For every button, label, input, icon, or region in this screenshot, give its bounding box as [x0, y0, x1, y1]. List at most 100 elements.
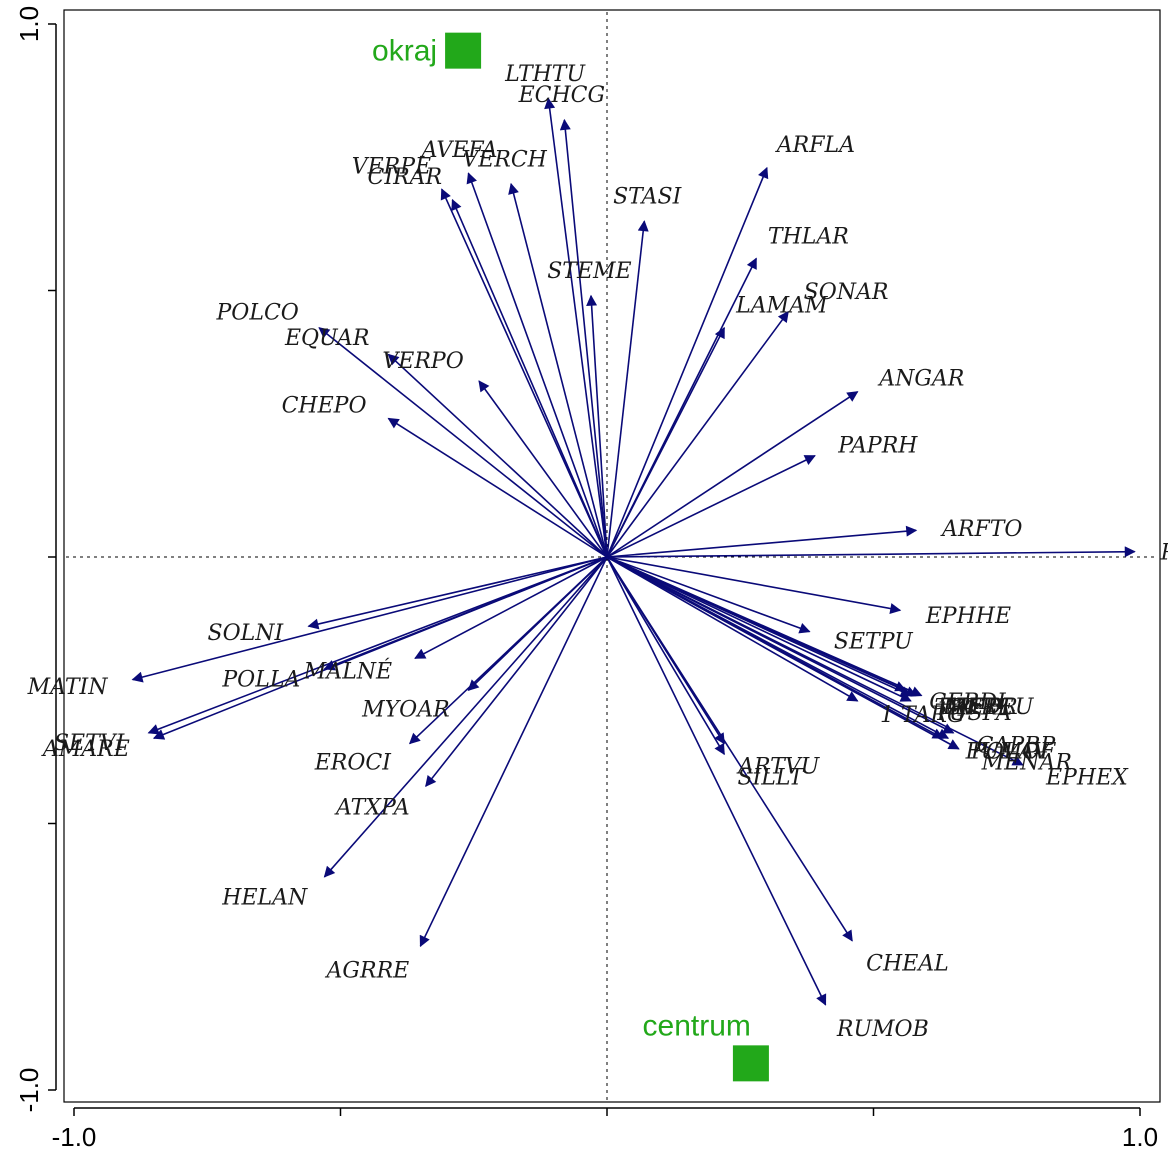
- arrow-echcg: [559, 118, 608, 558]
- arrow-polco: [318, 327, 608, 558]
- species-label-verpe: VERPE: [352, 155, 431, 180]
- species-label-gerdi: GERDI: [929, 690, 1007, 715]
- species-label-capbp: CAPBP: [977, 734, 1057, 759]
- species-label-setpu: SETPU: [834, 630, 914, 655]
- sample-markers: okraj centrum: [372, 32, 769, 1082]
- arrow-sonar: [606, 310, 789, 558]
- species-label-polpe: POLPE: [1160, 540, 1168, 565]
- arrow-lamam: [606, 326, 725, 558]
- species-label-fumof: FUMOF: [965, 740, 1056, 765]
- arrow-stasi: [606, 220, 649, 558]
- species-label-cheal: CHEAL: [866, 952, 949, 977]
- species-label-lamam: LAMAM: [735, 294, 828, 319]
- sample-label-centrum: centrum: [643, 1009, 751, 1042]
- species-label-agrre: AGRRE: [325, 959, 410, 984]
- species-label-matin: MATIN: [27, 675, 109, 700]
- species-label-arfto: ARFTO: [940, 517, 1022, 542]
- species-label-cirar: CIRAR: [368, 165, 443, 190]
- species-label-sillt: SILLT: [738, 766, 806, 791]
- arrow-sillt: [606, 556, 725, 756]
- species-arrows: [131, 97, 1136, 1006]
- species-label-helan: HELAN: [221, 885, 308, 910]
- species-label-equar: EQUAR: [284, 326, 369, 351]
- species-label-steme: STEME: [547, 259, 631, 284]
- arrow-atxpa: [425, 556, 608, 788]
- arrow-solni: [307, 556, 608, 630]
- plot-frame: [63, 9, 1161, 1103]
- arrow-setvi: [147, 556, 608, 735]
- species-label-amare: AMARE: [41, 737, 130, 762]
- species-label-verpo: VERPO: [382, 349, 463, 374]
- arrow-verch: [508, 182, 608, 558]
- arrow-avefa: [466, 172, 608, 558]
- species-label-solni: SOLNI: [208, 621, 285, 646]
- y-tick-label: -1.0: [14, 1068, 44, 1113]
- species-label-paprh: PAPRH: [837, 433, 918, 458]
- species-label-malne: MALNÉ: [303, 657, 392, 684]
- species-label-echcg: ECHCG: [518, 83, 606, 108]
- species-label-trfpr: TRFPR: [940, 695, 1018, 720]
- arrow-cirar: [451, 198, 608, 558]
- arrow-helan: [323, 556, 608, 878]
- arrow-chepo: [387, 417, 608, 558]
- arrow-ephex: [606, 556, 1024, 766]
- x-tick-label: -1.0: [52, 1122, 97, 1152]
- arrow-steme: [586, 294, 608, 558]
- arrow-trfre: [606, 556, 912, 697]
- arrow-polpe: [606, 546, 1136, 558]
- species-label-sonar: SONAR: [804, 280, 889, 305]
- species-label-polco: POLCO: [216, 301, 299, 326]
- species-label-verch: VERCH: [462, 148, 547, 173]
- axis-ticks: -1.0 1.0 -1.0 1.0: [14, 6, 1158, 1152]
- species-label-lthtu: LTHTU: [504, 62, 586, 87]
- arrow-arfla: [606, 166, 769, 558]
- species-label-rumob: RUMOB: [836, 1017, 929, 1042]
- y-tick-label: 1.0: [14, 6, 44, 42]
- species-label-arfla: ARFLA: [775, 133, 855, 158]
- arrow-rumob: [606, 556, 827, 1006]
- species-label-eroci: EROCI: [314, 750, 392, 775]
- arrow-verpo: [478, 380, 608, 558]
- x-tick-label: 1.0: [1122, 1122, 1158, 1152]
- sample-label-okraj: okraj: [372, 35, 437, 68]
- species-label-atxpa: ATXPA: [334, 796, 410, 821]
- arrow-setpu: [606, 556, 811, 634]
- species-label-tusfa: TUSFA: [934, 701, 1012, 726]
- sample-marker-centrum: [732, 1045, 769, 1082]
- species-label-myoar: MYOAR: [361, 697, 450, 722]
- arrow-matin: [131, 556, 608, 683]
- arrow-equar: [387, 353, 608, 558]
- species-label-angar: ANGAR: [877, 366, 964, 391]
- species-label-1-targ: 1 TARG: [880, 703, 965, 728]
- arrow-paprh: [606, 455, 816, 558]
- species-label-setvi: SETVI: [54, 731, 126, 756]
- arrow-eroci: [408, 556, 608, 745]
- species-label-chepo: CHEPO: [282, 393, 367, 418]
- species-label-ephex: EPHEX: [1045, 765, 1129, 790]
- arrow-agrre: [419, 556, 608, 948]
- arrow-1-targ: [606, 556, 859, 702]
- species-label-ephhe: EPHHE: [925, 604, 1011, 629]
- species-label-avefa: AVEFA: [420, 138, 498, 163]
- arrow-arfto: [606, 525, 918, 558]
- arrow-menar: [606, 556, 960, 750]
- arrow-cheal: [606, 556, 853, 942]
- arrow-verpe: [440, 188, 608, 558]
- arrow-malne: [414, 556, 608, 659]
- species-label-polla: POLLA: [221, 668, 300, 693]
- sample-marker-okraj: [445, 32, 482, 69]
- arrow-tusfa: [606, 556, 912, 702]
- arrow-ephhe: [606, 556, 902, 614]
- species-label-stasi: STASI: [613, 184, 683, 209]
- species-label-polav: POLAV: [970, 739, 1051, 764]
- species-label-medlu: MEDLU: [944, 695, 1035, 720]
- species-label-menar: MENAR: [981, 750, 1072, 775]
- species-label-thlar: THLAR: [768, 224, 849, 249]
- species-label-trfre: TRFRE: [934, 695, 1013, 720]
- species-label-artvu: ARTVU: [736, 755, 821, 780]
- arrow-lthtu: [544, 97, 608, 558]
- arrow-polla: [323, 556, 608, 671]
- arrow-angar: [606, 391, 859, 558]
